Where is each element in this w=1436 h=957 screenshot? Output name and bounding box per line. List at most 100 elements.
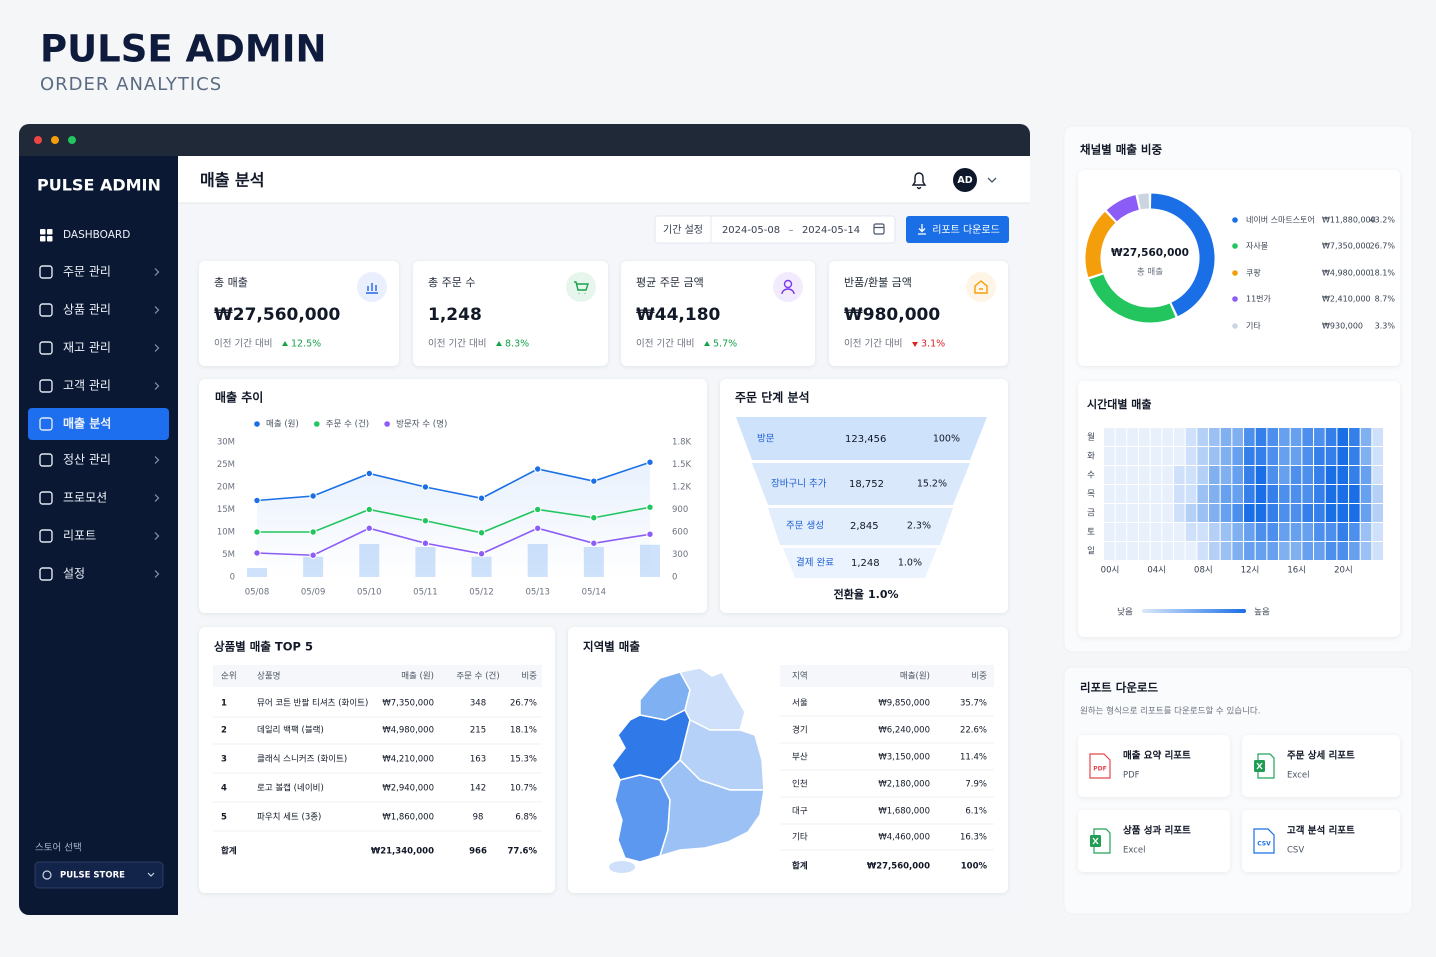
calendar-icon[interactable] <box>873 223 885 235</box>
point <box>646 458 654 466</box>
x-tick-label: 05/08 <box>245 588 270 598</box>
table-cell: 4 <box>221 784 227 794</box>
point <box>590 514 598 522</box>
legend-label: 자사몰 <box>1246 242 1268 251</box>
heatmap-cell <box>1325 428 1337 446</box>
menu-hit[interactable] <box>28 520 169 552</box>
table-cell: 16.3% <box>960 833 987 843</box>
point <box>309 492 317 500</box>
report-item[interactable]: CSV 고객 분석 리포트 CSV <box>1242 810 1400 872</box>
kpi-arrow <box>496 341 502 346</box>
menu-item[interactable]: 정산 관리 <box>28 444 169 476</box>
menu-chevron <box>154 306 160 314</box>
donut-slice <box>1150 193 1215 317</box>
report-card[interactable] <box>1078 735 1230 797</box>
y2-tick-label: 0 <box>672 573 677 583</box>
menu-icon <box>40 229 46 235</box>
heatmap-cell <box>1255 447 1267 465</box>
menu-item[interactable]: 설정 <box>28 558 169 590</box>
report-card[interactable] <box>1078 810 1230 872</box>
heatmap-cell <box>1360 523 1372 541</box>
table-header: 주문 수 (건) <box>456 671 499 682</box>
report-card[interactable] <box>1242 735 1400 797</box>
funnel-rate: 15.2% <box>917 479 947 490</box>
heatmap-cell <box>1115 485 1127 503</box>
heatmap-cell <box>1302 504 1313 522</box>
menu-item[interactable]: 매출 분석 <box>28 408 169 440</box>
store-box[interactable] <box>34 861 164 889</box>
file-icon-label: PDF <box>1093 766 1106 773</box>
heatmap-cell <box>1174 485 1185 503</box>
report-item[interactable]: 상품 성과 리포트 Excel <box>1078 810 1230 872</box>
window-dot <box>68 136 76 144</box>
menu-item[interactable]: 고객 관리 <box>28 370 169 402</box>
table-total: ₩27,560,000 <box>867 862 930 872</box>
heatmap-cell <box>1197 447 1208 465</box>
legend-swatch <box>254 421 260 427</box>
menu-item[interactable]: 프로모션 <box>28 482 169 514</box>
menu-icon <box>39 265 53 279</box>
heatmap-cell <box>1104 466 1115 484</box>
heatmap-cell <box>1302 466 1313 484</box>
heatmap-cell <box>1325 447 1337 465</box>
file-icon <box>1089 753 1111 779</box>
heatmap-cell <box>1372 466 1384 484</box>
heatmap-cell <box>1185 485 1197 503</box>
table-cell: 부산 <box>792 752 808 763</box>
menu-hit[interactable] <box>28 408 169 440</box>
menu-item[interactable]: 리포트 <box>28 520 169 552</box>
heatmap-cell <box>1337 447 1348 465</box>
date-filter[interactable] <box>654 215 896 244</box>
heatmap-cell <box>1104 447 1115 465</box>
download-icon <box>918 224 926 235</box>
x-tick-label: 05/12 <box>469 588 494 598</box>
store-select[interactable]: PULSE STORE <box>34 861 164 889</box>
menu-hit[interactable] <box>28 558 169 590</box>
menu-item[interactable]: 주문 관리 <box>28 256 169 288</box>
menu-label: DASHBOARD <box>63 229 130 241</box>
heatmap-cell <box>1115 504 1127 522</box>
menu-item[interactable]: DASHBOARD <box>28 219 169 251</box>
menu-item[interactable]: 재고 관리 <box>28 332 169 364</box>
table-cell: 2 <box>221 726 227 736</box>
table-header: 지역 <box>792 671 808 682</box>
bell-icon[interactable] <box>911 172 927 190</box>
heatmap-cell <box>1232 504 1243 522</box>
heatmap-cell <box>1185 466 1197 484</box>
download-button[interactable] <box>906 216 1009 243</box>
avatar-chevron[interactable] <box>987 177 997 183</box>
heatmap-cell <box>1290 542 1302 560</box>
report-item[interactable]: PDF 매출 요약 리포트 PDF <box>1078 735 1230 797</box>
legend-swatch <box>384 421 390 427</box>
menu-item[interactable]: 상품 관리 <box>28 294 169 326</box>
heatmap-cell <box>1325 466 1337 484</box>
table-total: 합계 <box>221 846 237 857</box>
kpi-card <box>829 261 1008 366</box>
page-subtitle: ORDER ANALYTICS <box>40 74 222 95</box>
table-cell: ₩9,850,000 <box>878 699 930 709</box>
menu-label: 매출 분석 <box>63 416 111 431</box>
report-card[interactable] <box>1242 810 1400 872</box>
heatmap-cell <box>1115 428 1127 446</box>
kpi-arrow <box>704 341 710 346</box>
heatmap-cell <box>1279 428 1290 446</box>
heatmap-cell <box>1337 466 1348 484</box>
heatmap-cell <box>1232 523 1243 541</box>
heatmap-cell <box>1314 542 1325 560</box>
funnel-count: 123,456 <box>845 434 886 445</box>
heatmap-cell <box>1127 523 1138 541</box>
heatmap-cell <box>1220 447 1232 465</box>
table-cell: 215 <box>470 726 486 736</box>
heatmap-cell <box>1255 466 1267 484</box>
kpi-change: 12.5% <box>291 339 321 350</box>
avatar-initials: AD <box>957 175 972 186</box>
avatar[interactable] <box>953 168 977 192</box>
product-card <box>199 627 555 893</box>
menu-icon <box>47 236 53 242</box>
menu-icon <box>47 229 53 235</box>
donut-slice <box>1085 211 1116 278</box>
report-item[interactable]: 주문 상세 리포트 Excel <box>1242 735 1400 797</box>
heatmap-x-label: 04시 <box>1147 566 1166 576</box>
heatmap-cell <box>1360 485 1372 503</box>
heatmap-cell <box>1244 523 1255 541</box>
